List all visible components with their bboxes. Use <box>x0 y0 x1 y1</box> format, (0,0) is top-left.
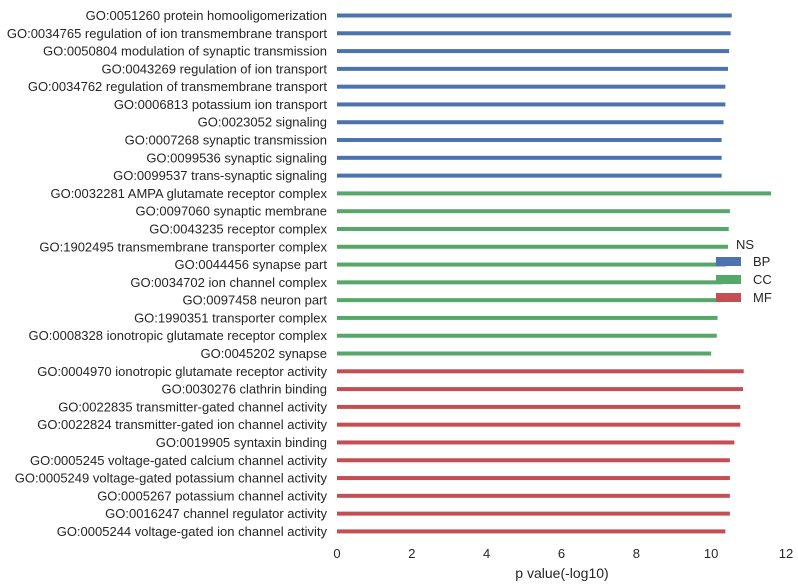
bar-bp-6 <box>337 120 724 125</box>
bar-mf-3 <box>337 422 741 427</box>
category-label: GO:0051260 protein homooligomerization <box>86 8 327 23</box>
legend-title: NS <box>736 237 754 252</box>
category-label: GO:0044456 synapse part <box>175 257 328 272</box>
category-label: GO:0016247 channel regulator activity <box>105 506 327 521</box>
category-label: GO:0006813 potassium ion transport <box>114 97 328 112</box>
bar-cc-0 <box>337 191 772 196</box>
bar-bp-3 <box>337 66 729 71</box>
category-label: GO:1902495 transmembrane transporter com… <box>39 239 327 254</box>
legend-swatch-mf <box>716 293 741 302</box>
category-labels: GO:0051260 protein homooligomerization GO… <box>7 8 328 539</box>
x-tick-label: 4 <box>483 546 490 561</box>
x-tick-label: 0 <box>333 546 340 561</box>
category-label: GO:0097458 neuron part <box>182 293 327 308</box>
bar-mf-1 <box>337 387 743 392</box>
bars-layer <box>337 13 772 534</box>
bar-cc-9 <box>337 351 712 356</box>
bar-bp-5 <box>337 102 726 107</box>
bar-cc-7 <box>337 315 718 320</box>
category-label: GO:0045202 synapse <box>201 346 327 361</box>
legend-label-cc: CC <box>753 272 772 287</box>
bar-cc-3 <box>337 244 729 249</box>
x-axis-ticks: 0 2 4 6 8 10 12 <box>333 546 793 561</box>
bar-cc-2 <box>337 226 729 231</box>
x-tick-label: 10 <box>704 546 718 561</box>
legend-swatch-bp <box>716 257 741 266</box>
bar-bp-4 <box>337 84 726 89</box>
bar-bp-8 <box>337 155 722 160</box>
bar-bp-7 <box>337 138 722 143</box>
bar-mf-9 <box>337 529 726 534</box>
category-label: GO:0034765 regulation of ion transmembra… <box>7 26 328 41</box>
category-label: GO:0005245 voltage-gated calcium channel… <box>30 453 328 468</box>
bar-bp-0 <box>337 13 732 18</box>
x-axis-label: p value(-log10) <box>515 565 608 581</box>
category-label: GO:1990351 transporter complex <box>134 310 327 325</box>
category-label: GO:0043269 regulation of ion transport <box>102 61 328 76</box>
legend-swatch-cc <box>716 275 741 284</box>
bar-cc-1 <box>337 209 730 214</box>
bar-cc-6 <box>337 298 722 303</box>
bar-mf-4 <box>337 440 735 445</box>
x-tick-label: 8 <box>633 546 640 561</box>
category-label: GO:0050804 modulation of synaptic transm… <box>43 44 327 59</box>
x-tick-label: 2 <box>408 546 415 561</box>
bar-mf-5 <box>337 458 730 463</box>
bar-bp-2 <box>337 49 730 54</box>
category-label: GO:0008328 ionotropic glutamate receptor… <box>29 328 328 343</box>
legend-label-mf: MF <box>753 290 772 305</box>
bar-mf-2 <box>337 404 741 409</box>
x-tick-label: 12 <box>779 546 793 561</box>
category-label: GO:0022824 transmitter-gated ion channel… <box>37 417 327 432</box>
category-label: GO:0023052 signaling <box>198 115 327 130</box>
x-tick-label: 6 <box>558 546 565 561</box>
bar-bp-1 <box>337 31 731 36</box>
bar-cc-5 <box>337 280 723 285</box>
category-label: GO:0030276 clathrin binding <box>161 382 327 397</box>
legend-label-bp: BP <box>753 254 770 269</box>
bar-cc-8 <box>337 333 717 338</box>
category-label: GO:0043235 receptor complex <box>149 221 327 236</box>
bar-mf-8 <box>337 511 730 516</box>
category-label: GO:0034762 regulation of transmembrane t… <box>28 79 328 94</box>
category-label: GO:0022835 transmitter-gated channel act… <box>58 399 327 414</box>
bar-mf-7 <box>337 493 730 498</box>
category-label: GO:0097060 synaptic membrane <box>136 204 328 219</box>
category-label: GO:0034702 ion channel complex <box>130 275 327 290</box>
bar-bp-9 <box>337 173 722 178</box>
bar-mf-0 <box>337 369 744 374</box>
category-label: GO:0007268 synaptic transmission <box>125 133 327 148</box>
category-label: GO:0099536 synaptic signaling <box>146 150 327 165</box>
category-label: GO:0099537 trans-synaptic signaling <box>113 168 327 183</box>
category-label: GO:0032281 AMPA glutamate receptor compl… <box>50 186 327 201</box>
bar-mf-6 <box>337 476 730 481</box>
category-label: GO:0005244 voltage-gated ion channel act… <box>57 524 328 539</box>
category-label: GO:0004970 ionotropic glutamate receptor… <box>37 364 327 379</box>
category-label: GO:0005249 voltage-gated potassium chann… <box>15 471 328 486</box>
bar-cc-4 <box>337 262 727 267</box>
category-label: GO:0005267 potassium channel activity <box>97 488 327 503</box>
legend: NS BP CC MF <box>716 237 772 305</box>
category-label: GO:0019905 syntaxin binding <box>156 435 327 450</box>
